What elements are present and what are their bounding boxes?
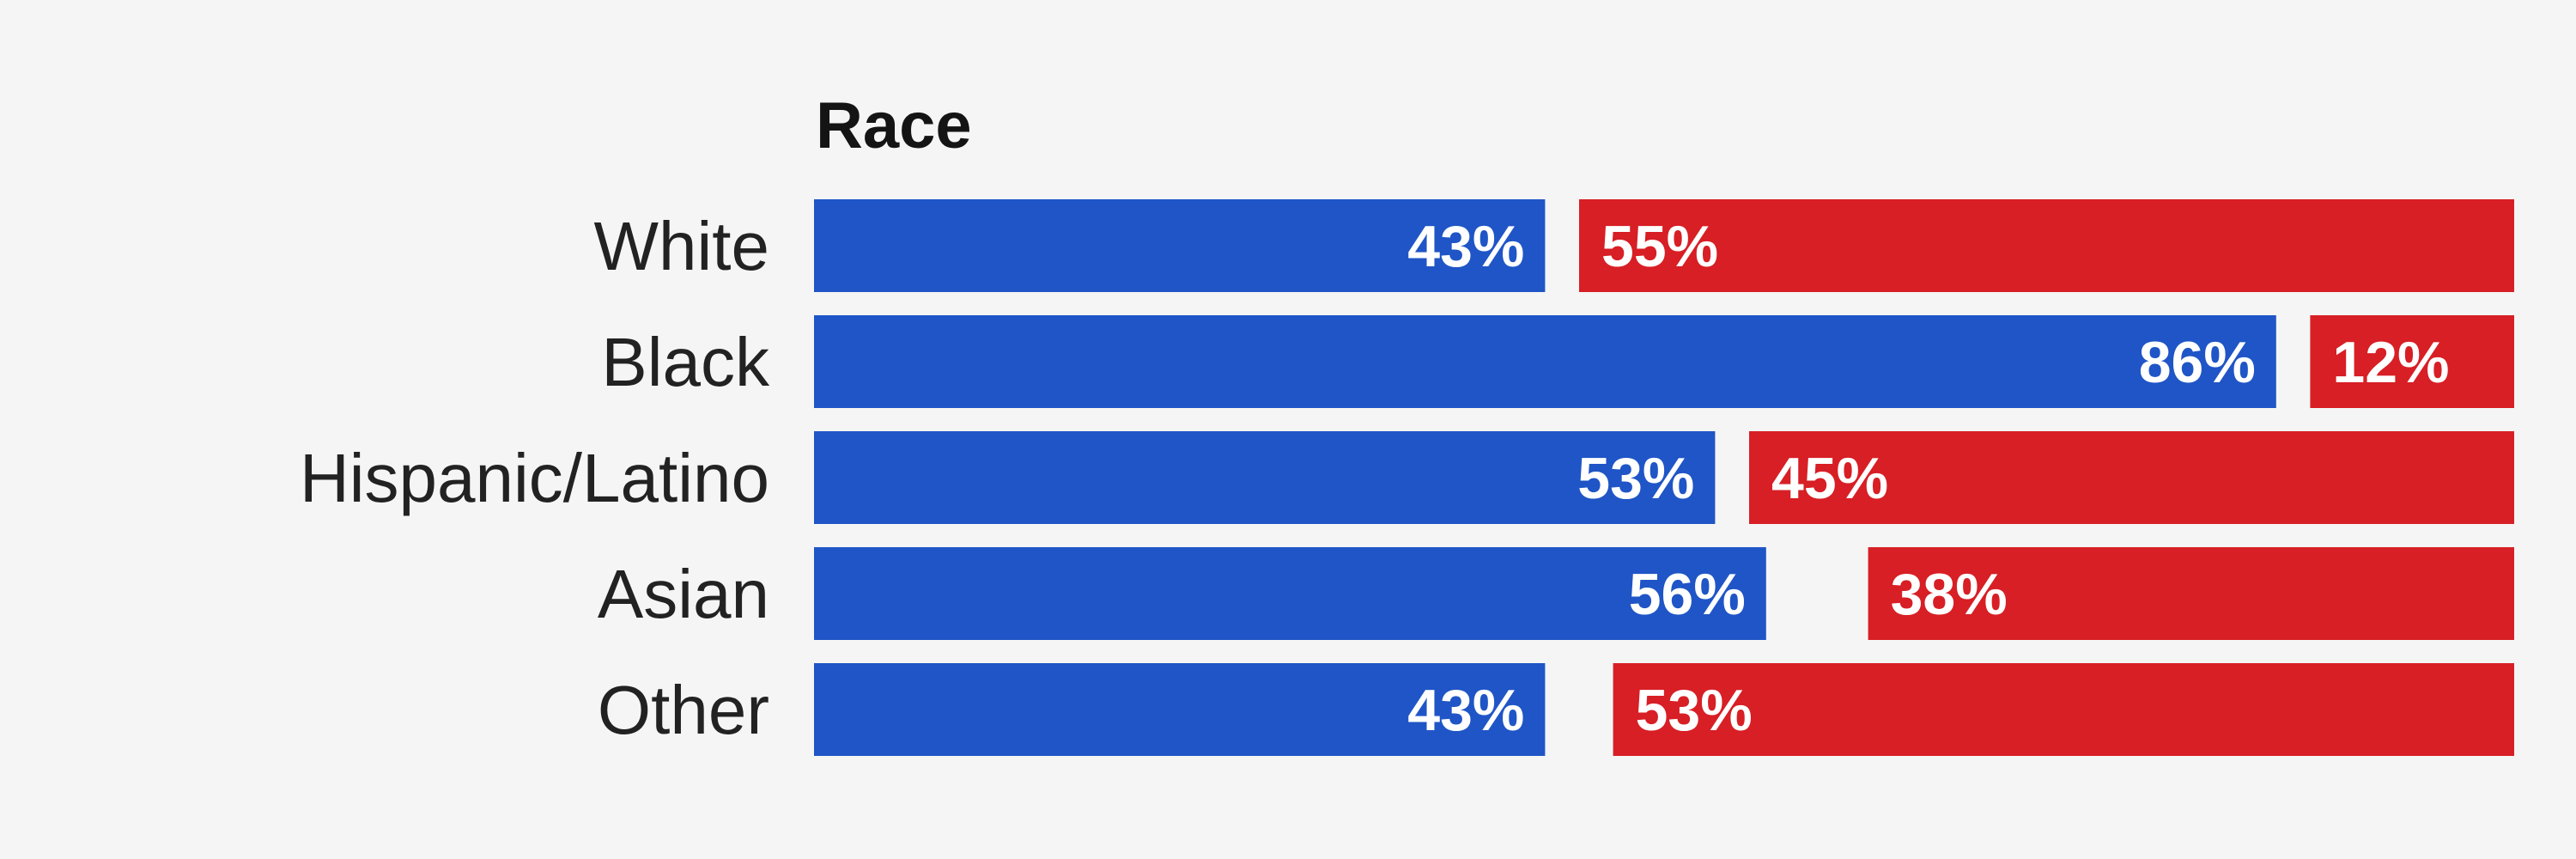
bar-blue (814, 547, 1766, 640)
bar-red (1868, 547, 2514, 640)
bar-red (1613, 663, 2514, 756)
bar-blue-value-label: 86% (2139, 330, 2256, 395)
bar-blue (814, 431, 1716, 524)
bar-blue-value-label: 43% (1407, 214, 1524, 279)
category-label: Asian (598, 556, 769, 632)
chart-rows: White 43% 55% Black 86% 12% Hispanic/Latino 53%… (300, 199, 2514, 756)
bar-blue (814, 663, 1546, 756)
bar-red (1749, 431, 2514, 524)
bar-blue-value-label: 56% (1629, 562, 1746, 627)
bar-red (1579, 199, 2514, 292)
bar-red-value-label: 12% (2332, 330, 2449, 395)
bar-blue (814, 315, 2276, 408)
category-label: Hispanic/Latino (300, 440, 769, 516)
bar-blue-value-label: 43% (1407, 678, 1524, 743)
bar-blue-value-label: 53% (1577, 446, 1694, 511)
category-label: White (594, 208, 770, 284)
bar-red (2310, 315, 2514, 408)
category-label: Black (601, 324, 770, 400)
bar-red-value-label: 45% (1771, 446, 1888, 511)
bar-blue (814, 199, 1546, 292)
chart-section-title: Race (816, 89, 972, 162)
bar-red-value-label: 53% (1636, 678, 1753, 743)
bar-red-value-label: 38% (1891, 562, 2008, 627)
category-label: Other (598, 672, 769, 748)
bar-red-value-label: 55% (1601, 214, 1718, 279)
